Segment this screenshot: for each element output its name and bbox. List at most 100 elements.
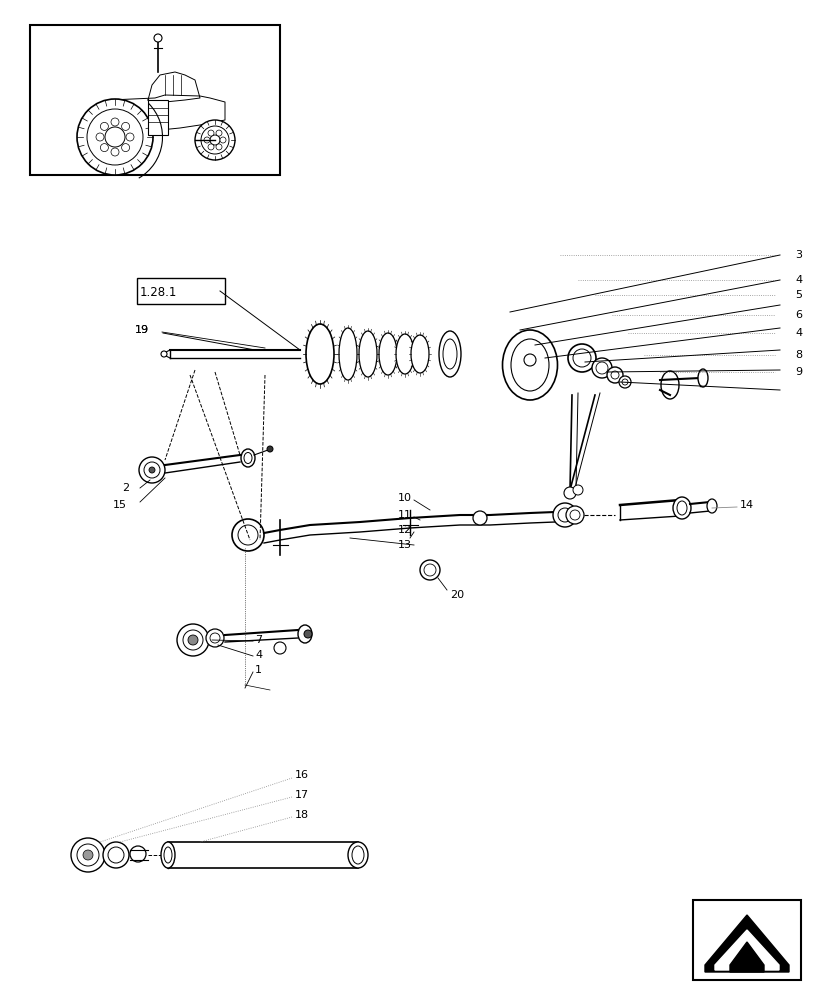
Circle shape — [523, 354, 535, 366]
Text: 14: 14 — [739, 500, 753, 510]
Text: 4: 4 — [794, 275, 801, 285]
Text: 10: 10 — [398, 493, 412, 503]
Circle shape — [130, 846, 146, 862]
Ellipse shape — [379, 333, 396, 375]
Ellipse shape — [244, 452, 251, 464]
Circle shape — [122, 144, 130, 152]
Ellipse shape — [164, 847, 172, 863]
Circle shape — [177, 624, 208, 656]
Circle shape — [183, 630, 203, 650]
Text: 17: 17 — [294, 790, 308, 800]
Circle shape — [203, 137, 210, 143]
Ellipse shape — [241, 449, 255, 467]
Ellipse shape — [160, 842, 174, 868]
Text: 5: 5 — [794, 290, 801, 300]
Circle shape — [566, 506, 583, 524]
Circle shape — [154, 34, 162, 42]
Circle shape — [111, 118, 119, 126]
Ellipse shape — [697, 369, 707, 387]
Circle shape — [100, 144, 108, 152]
Ellipse shape — [351, 846, 364, 864]
Text: 18: 18 — [294, 810, 308, 820]
Text: 15: 15 — [112, 500, 127, 510]
Circle shape — [274, 642, 285, 654]
Circle shape — [210, 135, 220, 145]
Ellipse shape — [660, 371, 678, 399]
Text: 4: 4 — [255, 650, 262, 660]
Text: 7: 7 — [255, 635, 262, 645]
Circle shape — [595, 362, 607, 374]
Circle shape — [139, 457, 165, 483]
Text: 11: 11 — [398, 510, 412, 520]
Circle shape — [569, 510, 579, 520]
Circle shape — [188, 635, 198, 645]
Ellipse shape — [502, 330, 557, 400]
Circle shape — [126, 133, 134, 141]
Polygon shape — [704, 915, 788, 972]
Ellipse shape — [510, 339, 548, 391]
Circle shape — [105, 127, 125, 147]
Circle shape — [591, 358, 611, 378]
Bar — [692, 900, 800, 980]
Circle shape — [122, 122, 130, 130]
Ellipse shape — [347, 842, 367, 868]
Ellipse shape — [306, 324, 333, 384]
Ellipse shape — [706, 499, 716, 513]
Circle shape — [557, 508, 571, 522]
Circle shape — [208, 144, 213, 150]
Text: 4: 4 — [794, 328, 801, 338]
Circle shape — [77, 99, 153, 175]
Circle shape — [96, 133, 104, 141]
Circle shape — [220, 137, 226, 143]
Circle shape — [606, 367, 622, 383]
Circle shape — [619, 376, 630, 388]
Circle shape — [216, 144, 222, 150]
Circle shape — [195, 120, 235, 160]
Circle shape — [149, 467, 155, 473]
Text: 19: 19 — [135, 325, 149, 335]
Circle shape — [621, 379, 627, 385]
Circle shape — [108, 847, 124, 863]
Circle shape — [100, 122, 108, 130]
Text: 12: 12 — [398, 525, 412, 535]
Ellipse shape — [672, 497, 691, 519]
Circle shape — [552, 503, 576, 527]
Circle shape — [423, 564, 436, 576]
Text: 2: 2 — [122, 483, 129, 493]
Text: 19: 19 — [135, 325, 149, 335]
Circle shape — [572, 485, 582, 495]
Ellipse shape — [410, 335, 428, 373]
Ellipse shape — [359, 331, 376, 377]
Text: 1: 1 — [255, 665, 261, 675]
Circle shape — [237, 525, 258, 545]
Ellipse shape — [338, 328, 356, 380]
Circle shape — [472, 511, 486, 525]
Text: 3: 3 — [794, 250, 801, 260]
Circle shape — [144, 462, 160, 478]
Polygon shape — [729, 942, 763, 972]
Text: 8: 8 — [794, 350, 801, 360]
Circle shape — [610, 371, 619, 379]
Circle shape — [103, 842, 129, 868]
Ellipse shape — [442, 339, 457, 369]
Text: 9: 9 — [794, 367, 801, 377]
Circle shape — [160, 351, 167, 357]
Circle shape — [206, 629, 224, 647]
Text: 20: 20 — [449, 590, 464, 600]
Text: 13: 13 — [398, 540, 412, 550]
Circle shape — [266, 446, 273, 452]
Circle shape — [563, 487, 576, 499]
Text: 16: 16 — [294, 770, 308, 780]
Polygon shape — [715, 930, 778, 970]
Circle shape — [87, 109, 143, 165]
Text: 6: 6 — [794, 310, 801, 320]
Ellipse shape — [676, 501, 686, 515]
Circle shape — [304, 630, 312, 638]
Circle shape — [111, 148, 119, 156]
Ellipse shape — [298, 625, 312, 643]
Circle shape — [201, 126, 229, 154]
Circle shape — [71, 838, 105, 872]
Circle shape — [419, 560, 439, 580]
Circle shape — [83, 850, 93, 860]
Bar — [30, 25, 280, 175]
